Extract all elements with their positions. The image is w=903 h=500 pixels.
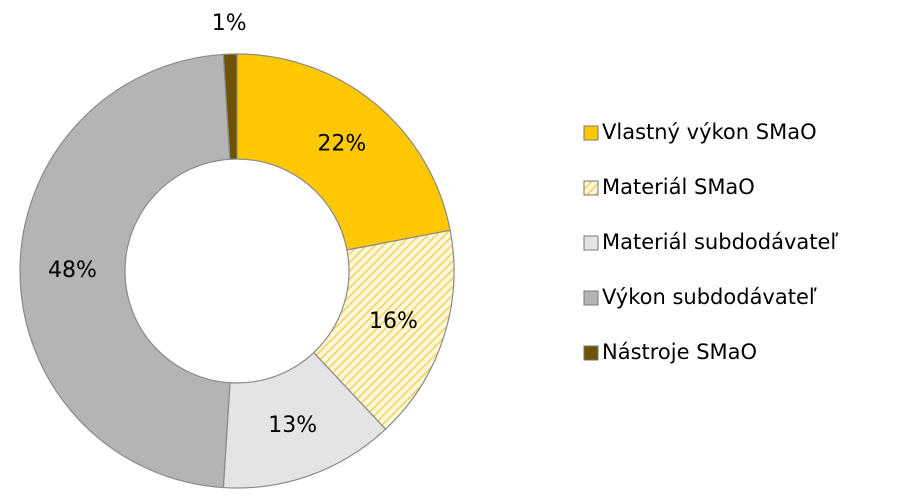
donut-slice xyxy=(222,53,238,160)
legend-swatch xyxy=(583,345,599,361)
legend-label: Vlastný výkon SMaO xyxy=(602,120,817,144)
legend-label: Nástroje SMaO xyxy=(602,340,757,364)
donut-slice xyxy=(19,53,231,489)
legend-label: Výkon subdodávateľ xyxy=(602,285,817,309)
legend-label: Materiál SMaO xyxy=(602,175,755,199)
data-label: 13% xyxy=(268,413,317,438)
legend-swatch xyxy=(583,125,599,141)
data-label: 1% xyxy=(212,11,247,36)
donut-slice xyxy=(236,53,451,251)
legend-label: Materiál subdodávateľ xyxy=(602,230,838,254)
data-label: 16% xyxy=(369,309,418,334)
donut-slice xyxy=(312,229,455,431)
data-label: 22% xyxy=(317,131,366,156)
legend-swatch xyxy=(583,290,599,306)
legend-swatch xyxy=(583,180,599,196)
legend-swatch xyxy=(583,235,599,251)
data-label: 48% xyxy=(48,258,97,283)
